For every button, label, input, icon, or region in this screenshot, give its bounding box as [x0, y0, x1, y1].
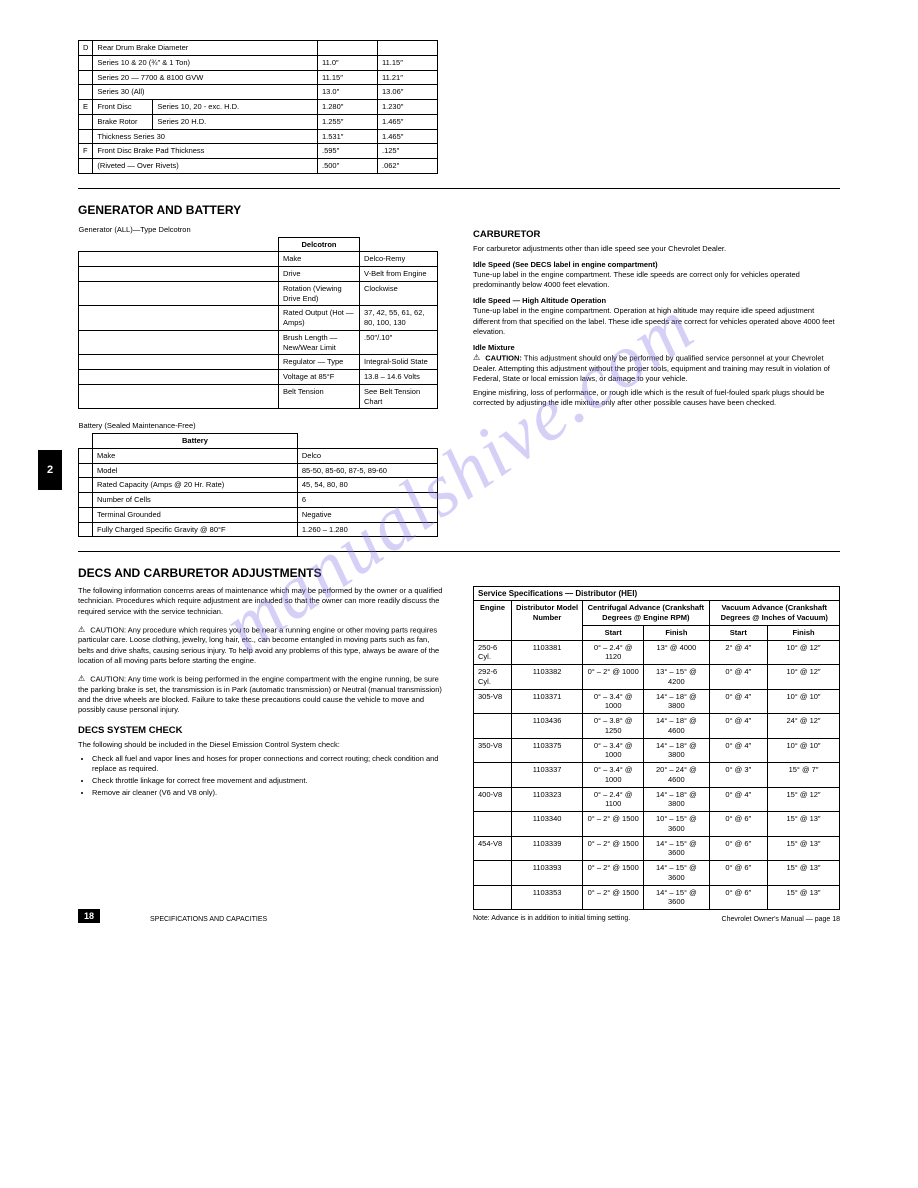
brake-spec-table: DRear Drum Brake DiameterSeries 10 & 20 … — [78, 40, 438, 174]
distributor-table-title: Service Specifications — Distributor (HE… — [473, 586, 840, 600]
warning-icon: ⚠ — [78, 625, 85, 636]
idle-speed-sub: Idle Speed (See DECS label in engine com… — [473, 260, 840, 270]
warning-icon: ⚠ — [78, 674, 85, 685]
carb-p2: Tune-up label in the engine compartment.… — [473, 270, 840, 290]
carburetor-heading: CARBURETOR — [473, 229, 840, 240]
section-generator-heading: GENERATOR AND BATTERY — [78, 203, 840, 217]
generator-table: Generator (ALL)—Type Delcotron Delcotron… — [78, 223, 438, 410]
decs-p2: The following should be included in the … — [78, 740, 445, 750]
decs-p1: The following information concerns areas… — [78, 586, 445, 616]
decs-system-check-heading: DECS SYSTEM CHECK — [78, 725, 445, 736]
caution-2: ⚠ CAUTION: Any time work is being perfor… — [78, 674, 445, 715]
page-number: 18 — [78, 909, 100, 923]
distributor-table: Engine Distributor Model Number Centrifu… — [473, 600, 840, 910]
idle-speed-alt-sub: Idle Speed — High Altitude Operation — [473, 296, 840, 306]
caution-carb: ⚠ CAUTION: This adjustment should only b… — [473, 353, 840, 384]
battery-table: Battery (Sealed Maintenance-Free) Batter… — [78, 419, 438, 537]
carb-p1: For carburetor adjustments other than id… — [473, 244, 840, 254]
divider — [78, 551, 840, 552]
decs-heading: DECS AND CARBURETOR ADJUSTMENTS — [78, 566, 840, 580]
carb-p3: Tune-up label in the engine compartment.… — [473, 306, 840, 336]
notice-carb: Engine misfiring, loss of performance, o… — [473, 388, 840, 408]
decs-bullets: Check all fuel and vapor lines and hoses… — [92, 754, 445, 799]
divider — [78, 188, 840, 189]
footer: SPECIFICATIONS AND CAPACITIES Chevrolet … — [150, 916, 840, 923]
warning-icon: ⚠ — [473, 353, 480, 364]
caution-1: ⚠ CAUTION: Any procedure which requires … — [78, 625, 445, 666]
idle-mixture-sub: Idle Mixture — [473, 343, 840, 353]
